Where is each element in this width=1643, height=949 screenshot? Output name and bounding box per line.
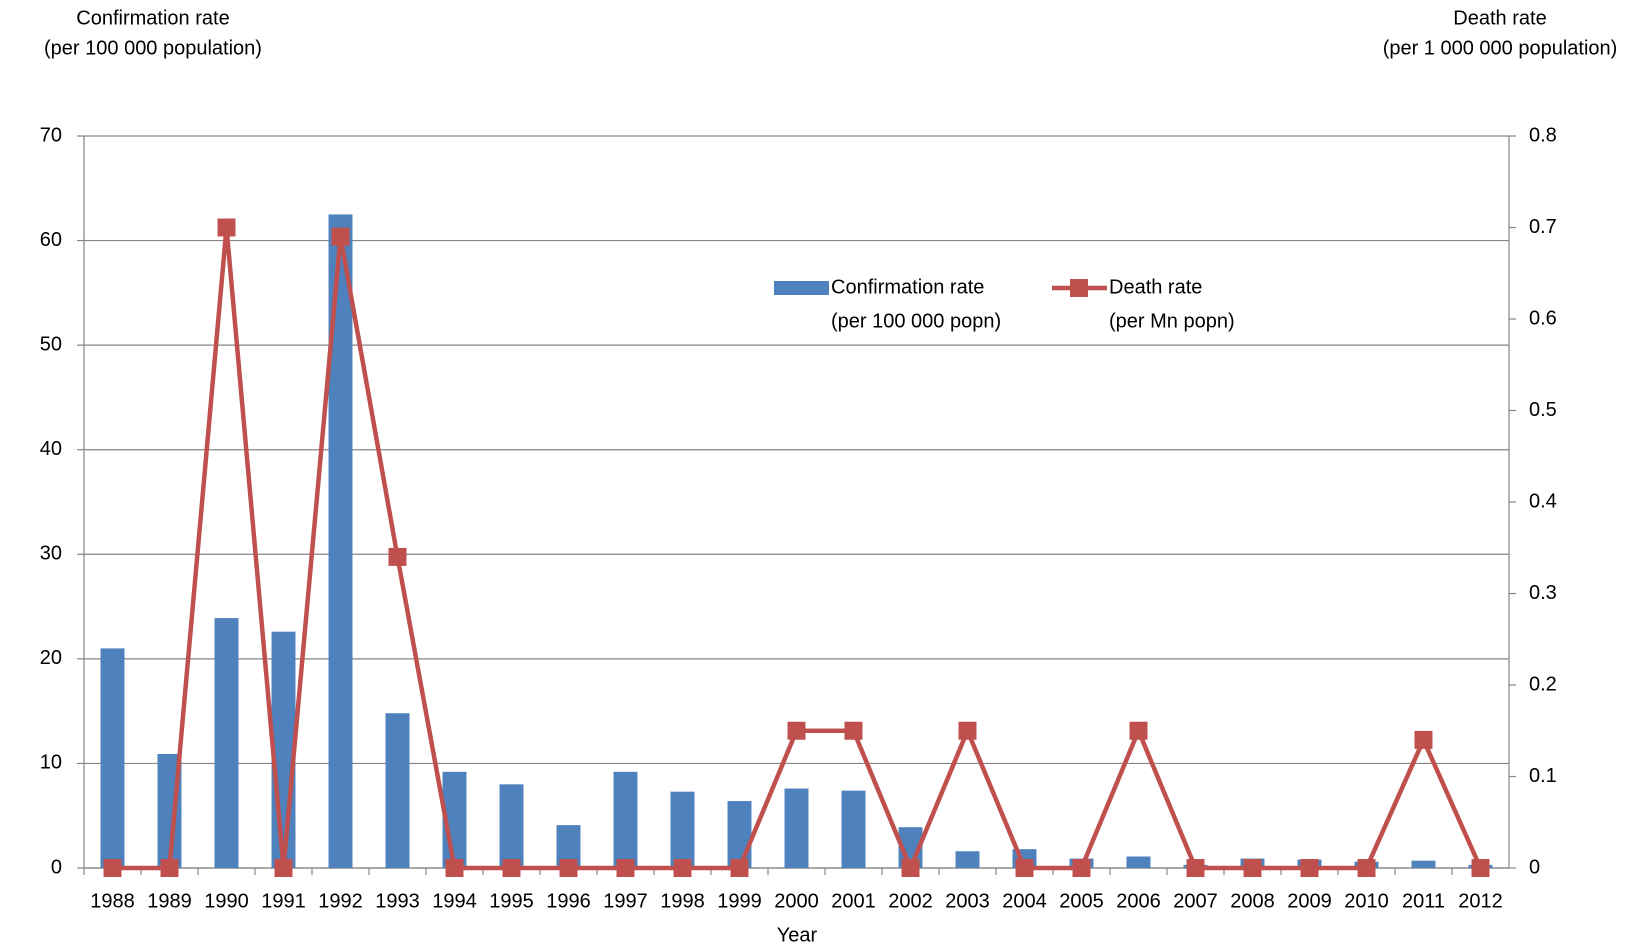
x-tick-label: 1988 — [90, 890, 135, 912]
marker — [559, 859, 578, 877]
marker — [787, 721, 806, 740]
marker — [958, 721, 977, 740]
marker — [1072, 859, 1091, 877]
x-tick-label: 1995 — [489, 890, 534, 912]
legend-swatch — [1070, 279, 1088, 297]
bar — [1411, 860, 1436, 868]
bar — [1126, 856, 1151, 868]
y-tick-label: 50 — [40, 333, 62, 355]
marker — [673, 859, 692, 877]
marker — [1357, 859, 1376, 877]
y-tick-label: 40 — [40, 438, 62, 460]
x-tick-label: 2005 — [1059, 890, 1104, 912]
bar — [727, 801, 752, 868]
y-tick-label: 60 — [40, 229, 62, 251]
y2-tick-label: 0.6 — [1529, 307, 1557, 329]
marker — [1243, 859, 1262, 877]
x-tick-label: 1993 — [375, 890, 420, 912]
x-tick-label: 1989 — [147, 890, 192, 912]
marker — [844, 721, 863, 740]
bar — [955, 851, 980, 868]
legend-swatch — [774, 281, 829, 295]
x-tick-label: 1997 — [603, 890, 648, 912]
marker — [1471, 859, 1490, 877]
bar — [784, 788, 809, 868]
x-tick-label: 1999 — [717, 890, 762, 912]
marker — [445, 859, 464, 877]
y2-axis-title: (per 1 000 000 population) — [1383, 37, 1618, 59]
bar — [499, 784, 524, 868]
marker — [217, 218, 236, 237]
x-axis-title: Year — [777, 924, 818, 946]
x-tick-label: 1996 — [546, 890, 591, 912]
y2-tick-label: 0.5 — [1529, 399, 1557, 421]
y-tick-label: 70 — [40, 124, 62, 146]
marker — [730, 859, 749, 877]
y2-tick-label: 0.1 — [1529, 765, 1557, 787]
x-tick-label: 2008 — [1230, 890, 1275, 912]
x-tick-label: 2007 — [1173, 890, 1218, 912]
marker — [901, 859, 920, 877]
x-tick-label: 2009 — [1287, 890, 1332, 912]
y-tick-label: 0 — [51, 856, 62, 878]
y2-tick-label: 0.8 — [1529, 124, 1557, 146]
y2-tick-label: 0.7 — [1529, 216, 1557, 238]
marker — [1186, 859, 1205, 877]
marker — [1015, 859, 1034, 877]
y-tick-label: 20 — [40, 647, 62, 669]
marker — [388, 547, 407, 566]
marker — [274, 859, 293, 877]
marker — [160, 859, 179, 877]
x-tick-label: 2011 — [1402, 890, 1445, 912]
x-tick-label: 1994 — [432, 890, 477, 912]
bar — [328, 214, 353, 868]
bar — [214, 618, 239, 868]
x-tick-label: 2004 — [1002, 890, 1047, 912]
legend-label: Confirmation rate — [831, 276, 984, 298]
x-tick-label: 1992 — [318, 890, 363, 912]
bar — [556, 825, 581, 868]
x-tick-label: 1998 — [660, 890, 705, 912]
y-tick-label: 30 — [40, 543, 62, 565]
x-tick-label: 2006 — [1116, 890, 1161, 912]
bar — [670, 791, 695, 868]
marker — [502, 859, 521, 877]
x-tick-label: 2003 — [945, 890, 990, 912]
y-tick-label: 10 — [40, 752, 62, 774]
x-tick-label: 2012 — [1458, 890, 1503, 912]
y2-tick-label: 0 — [1529, 856, 1540, 878]
marker — [616, 859, 635, 877]
legend-label: (per Mn popn) — [1109, 310, 1235, 332]
y2-tick-label: 0.3 — [1529, 582, 1557, 604]
marker — [103, 859, 122, 877]
x-tick-label: 2010 — [1344, 890, 1389, 912]
x-tick-label: 1990 — [204, 890, 249, 912]
marker — [1414, 730, 1433, 749]
y2-tick-label: 0.4 — [1529, 490, 1557, 512]
y-axis-title: (per 100 000 population) — [44, 37, 262, 59]
x-tick-label: 2002 — [888, 890, 933, 912]
y2-axis-title: Death rate — [1453, 7, 1546, 29]
y-axis-title: Confirmation rate — [76, 7, 229, 29]
line — [112, 227, 1483, 874]
x-tick-label: 2000 — [774, 890, 819, 912]
marker — [331, 227, 350, 246]
x-tick-label: 1991 — [261, 890, 306, 912]
bar — [841, 790, 866, 868]
marker — [1129, 721, 1148, 740]
x-tick-label: 2001 — [831, 890, 876, 912]
bar — [385, 713, 410, 868]
y2-tick-label: 0.2 — [1529, 673, 1557, 695]
bar — [100, 648, 125, 868]
legend-label: Death rate — [1109, 276, 1202, 298]
bar — [613, 771, 638, 868]
marker — [1300, 859, 1319, 877]
legend-label: (per 100 000 popn) — [831, 310, 1001, 332]
